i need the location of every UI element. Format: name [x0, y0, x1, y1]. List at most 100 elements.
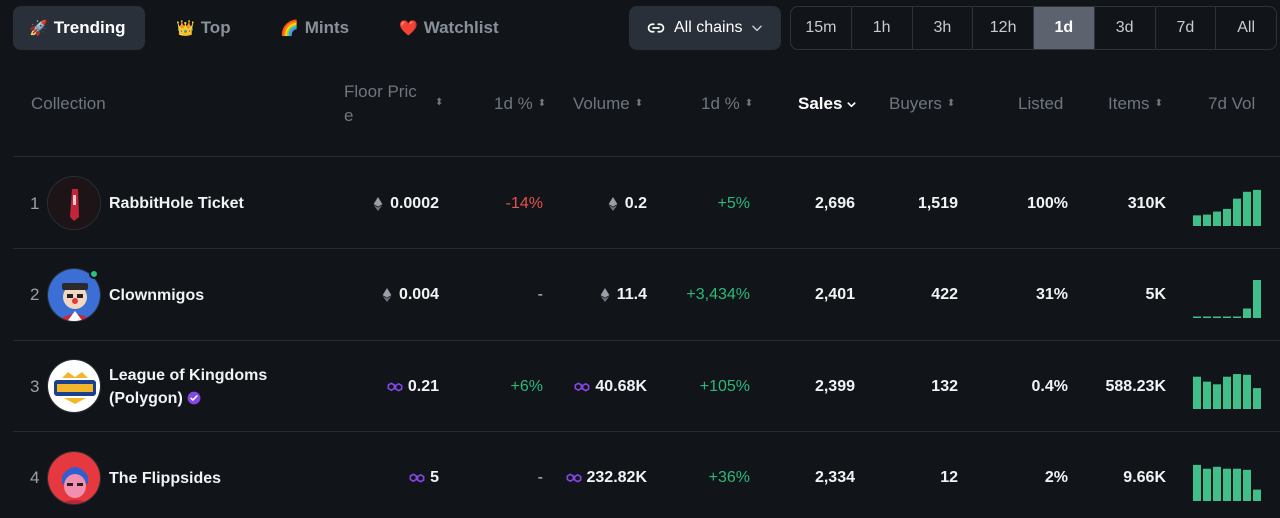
sparkline-bar [1203, 468, 1211, 501]
sort-icon: ⬍ [1154, 98, 1163, 109]
sparkline-bar [1243, 308, 1251, 318]
rocket-icon: 🚀 [29, 20, 48, 37]
collection-name[interactable]: League of Kingdoms (Polygon) [109, 341, 267, 432]
sparkline-bar [1253, 388, 1261, 409]
sparkline-bar [1193, 464, 1201, 501]
floor-change: - [537, 469, 543, 486]
sort-icon: ⬍ [946, 98, 956, 109]
sparkline-bar [1223, 316, 1231, 318]
verified-badge-icon [187, 391, 201, 404]
buyers: 12 [940, 469, 958, 486]
collection-name[interactable]: RabbitHole Ticket [109, 158, 244, 249]
ethereum-icon [382, 288, 392, 302]
ethereum-icon [373, 196, 383, 211]
volume: 11.4 [553, 250, 647, 341]
sparkline-bar [1233, 374, 1241, 409]
sales: 2,401 [814, 286, 855, 303]
ethereum-icon [608, 196, 618, 211]
polygon-icon [387, 381, 403, 392]
top-bar: 🚀 Trending 👑 Top 🌈 Mints ❤️ Watchlist Al… [0, 0, 1280, 56]
column-buyers[interactable]: Buyers ⬍ [889, 94, 956, 113]
ethereum-icon [600, 288, 610, 302]
sparkline-bar [1223, 208, 1231, 226]
column-items[interactable]: Items ⬍ [1108, 94, 1163, 113]
sparkline-bar [1243, 191, 1251, 226]
collection-avatar [47, 176, 101, 230]
sparkline-bar [1223, 468, 1231, 501]
tab-top[interactable]: 👑 Top [160, 6, 247, 50]
collection-avatar [47, 359, 101, 413]
volume: 40.68K [553, 341, 647, 432]
sparkline-bar [1253, 189, 1261, 226]
floor-price: 0.004 [343, 250, 439, 341]
crown-icon: 👑 [176, 20, 195, 37]
time-range-7d[interactable]: 7d [1156, 7, 1217, 49]
time-range-12h[interactable]: 12h [973, 7, 1034, 49]
table-row[interactable]: 2 Clownmigos 0.004 - 11.4 +3,434% 2,401 … [13, 250, 1280, 341]
volume-change: +36% [708, 469, 750, 486]
volume-change: +3,434% [686, 286, 750, 303]
sales: 2,334 [814, 469, 855, 486]
floor-price: 5 [343, 433, 439, 518]
tab-label: Top [200, 18, 231, 37]
volume-change: +5% [717, 194, 750, 212]
buyers: 1,519 [917, 194, 958, 212]
tab-label: Mints [304, 18, 350, 37]
sparkline-bar [1213, 466, 1221, 501]
listed: 2% [1044, 469, 1068, 486]
time-range-3d[interactable]: 3d [1095, 7, 1156, 49]
sort-icon: ⬍ [744, 98, 754, 109]
tab-watchlist[interactable]: ❤️ Watchlist [383, 6, 515, 50]
collection-name[interactable]: Clownmigos [109, 250, 204, 341]
sparkline-bar [1253, 489, 1261, 501]
floor-change: - [537, 286, 543, 303]
sparkline-bar [1213, 384, 1221, 409]
sparkline-bar [1253, 279, 1261, 318]
collection-name[interactable]: The Flippsides [109, 433, 221, 518]
time-range-15m[interactable]: 15m [791, 7, 852, 49]
table-row[interactable]: 4 The Flippsides 5 - 232.82K +36% 2,334 … [13, 433, 1280, 518]
time-range-all[interactable]: All [1237, 19, 1256, 36]
column-sales[interactable]: Sales [798, 94, 857, 114]
sort-icon: ⬍ [634, 98, 644, 109]
column-volume-change[interactable]: 1d % ⬍ [701, 94, 754, 113]
sparkline-bar [1193, 376, 1201, 409]
rank: 2 [30, 285, 40, 304]
tab-mints[interactable]: 🌈 Mints [264, 6, 365, 50]
column-floor-price[interactable]: Floor Pric e ⬍ [344, 82, 444, 125]
rank: 1 [30, 193, 40, 213]
sort-icon: ⬍ [537, 98, 547, 109]
sparkline-bar [1243, 469, 1251, 501]
chevron-down-icon [847, 101, 856, 107]
rank: 3 [30, 376, 40, 396]
tab-label: Watchlist [423, 18, 499, 37]
sparkline-bar [1243, 374, 1251, 409]
buyers: 422 [931, 286, 958, 303]
chain-filter-dropdown[interactable]: All chains [629, 6, 781, 50]
time-range-3h[interactable]: 3h [913, 7, 974, 49]
tab-trending[interactable]: 🚀 Trending [13, 6, 145, 50]
table-row[interactable]: 1 RabbitHole Ticket 0.0002 -14% 0.2 +5% … [13, 158, 1280, 249]
table-row[interactable]: 3 League of Kingdoms (Polygon) 0.21 +6% … [13, 341, 1280, 432]
time-range-1h[interactable]: 1h [852, 7, 913, 49]
time-range-selector: 15m 1h 3h 12h 1d 3d 7d All [790, 6, 1277, 50]
listed: 0.4% [1031, 377, 1068, 395]
floor-change: -14% [505, 194, 543, 212]
items: 310K [1127, 194, 1166, 212]
floor-price: 0.21 [343, 341, 439, 432]
items: 588.23K [1105, 377, 1167, 395]
sparkline-bar [1203, 214, 1211, 226]
time-range-1d[interactable]: 1d [1034, 7, 1095, 49]
items: 5K [1145, 286, 1166, 303]
chain-filter-label: All chains [674, 19, 743, 36]
sales: 2,696 [814, 194, 855, 212]
rank: 4 [30, 468, 40, 487]
table-header: Collection Floor Pric e ⬍ 1d % ⬍ Volume … [13, 60, 1280, 157]
sparkline-bar [1203, 316, 1211, 318]
volume-sparkline [1193, 279, 1265, 318]
link-icon [647, 23, 665, 33]
column-floor-change[interactable]: 1d % ⬍ [494, 94, 547, 113]
sparkline-bar [1223, 376, 1231, 409]
sparkline-bar [1213, 316, 1221, 318]
column-volume[interactable]: Volume ⬍ [573, 94, 644, 113]
